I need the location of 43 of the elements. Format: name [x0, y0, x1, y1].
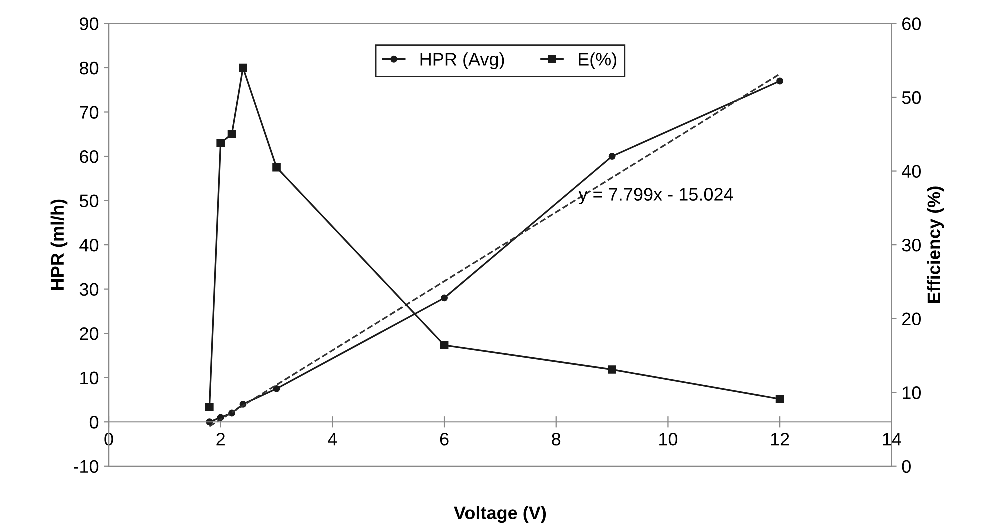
y2-tick-label: 30 [902, 238, 921, 252]
point [228, 130, 236, 139]
y-tick-label: 30 [80, 283, 99, 296]
y-tick-label: 70 [80, 106, 99, 119]
x-tick-label: 8 [552, 433, 561, 446]
x-axis-title: Voltage (V) [454, 506, 546, 524]
y2-tick-label: 0 [902, 460, 911, 474]
y-tick-label: 50 [80, 194, 99, 208]
y-tick-label: 60 [80, 150, 99, 164]
annotation: y = 7.799x - 15.024 [578, 188, 734, 205]
y2-tick-label: 10 [903, 386, 921, 400]
y2-tick-label: 40 [902, 165, 921, 178]
x-tick-label: 10 [660, 433, 678, 446]
x-tick-label: 12 [771, 433, 790, 446]
y-axis-title: HPR (ml/h) [50, 200, 68, 290]
y-tick-label: 0 [90, 416, 99, 429]
x-tick-label: 4 [328, 433, 338, 446]
point [608, 153, 616, 160]
point [776, 395, 784, 404]
point [239, 64, 248, 72]
point [272, 163, 281, 172]
point [216, 139, 226, 148]
point [206, 403, 214, 412]
y-tick-label: -10 [74, 460, 99, 474]
y2-axis-title: Efficiency (%) [927, 186, 944, 304]
y-tick-label: 10 [80, 372, 99, 385]
point [273, 385, 280, 392]
legend-label: E(%) [579, 52, 617, 70]
point [608, 366, 616, 374]
point [440, 341, 449, 350]
y-tick-label: 80 [80, 62, 99, 75]
y-tick-label: 40 [80, 238, 99, 252]
y2-tick-label: 50 [902, 91, 921, 104]
x-tick-label: 14 [883, 433, 902, 446]
legend-label: HPR (Avg) [420, 52, 504, 70]
x-tick-label: 2 [216, 433, 225, 446]
y-tick-label: 20 [80, 328, 99, 340]
point [441, 294, 448, 302]
x-tick-label: 6 [440, 433, 449, 446]
y-tick-label: 90 [80, 18, 99, 30]
y2-tick-label: 20 [902, 312, 921, 326]
point [776, 78, 784, 85]
y2-tick-label: 60 [902, 18, 921, 30]
